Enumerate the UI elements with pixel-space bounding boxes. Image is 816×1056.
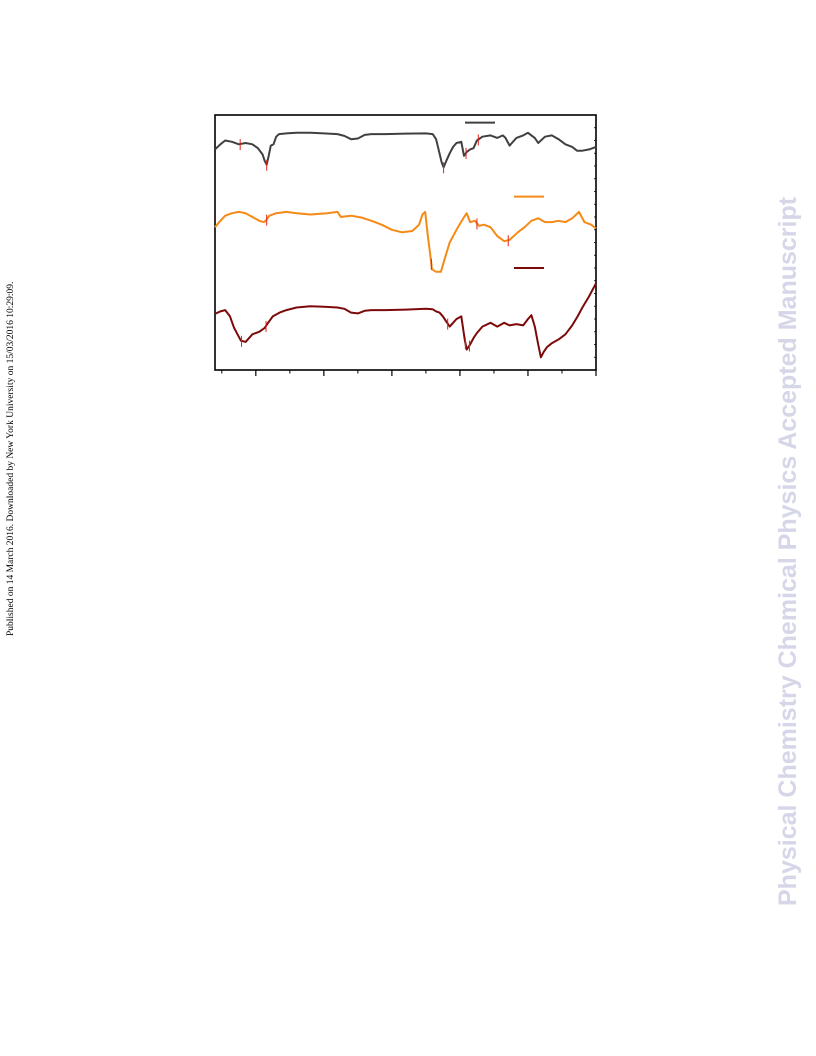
series-line-2	[214, 282, 597, 359]
journal-watermark: Physical Chemistry Chemical Physics Acce…	[774, 196, 802, 906]
series-line-1	[214, 210, 597, 273]
series-line-0	[214, 131, 597, 169]
plot-frame	[214, 114, 597, 371]
